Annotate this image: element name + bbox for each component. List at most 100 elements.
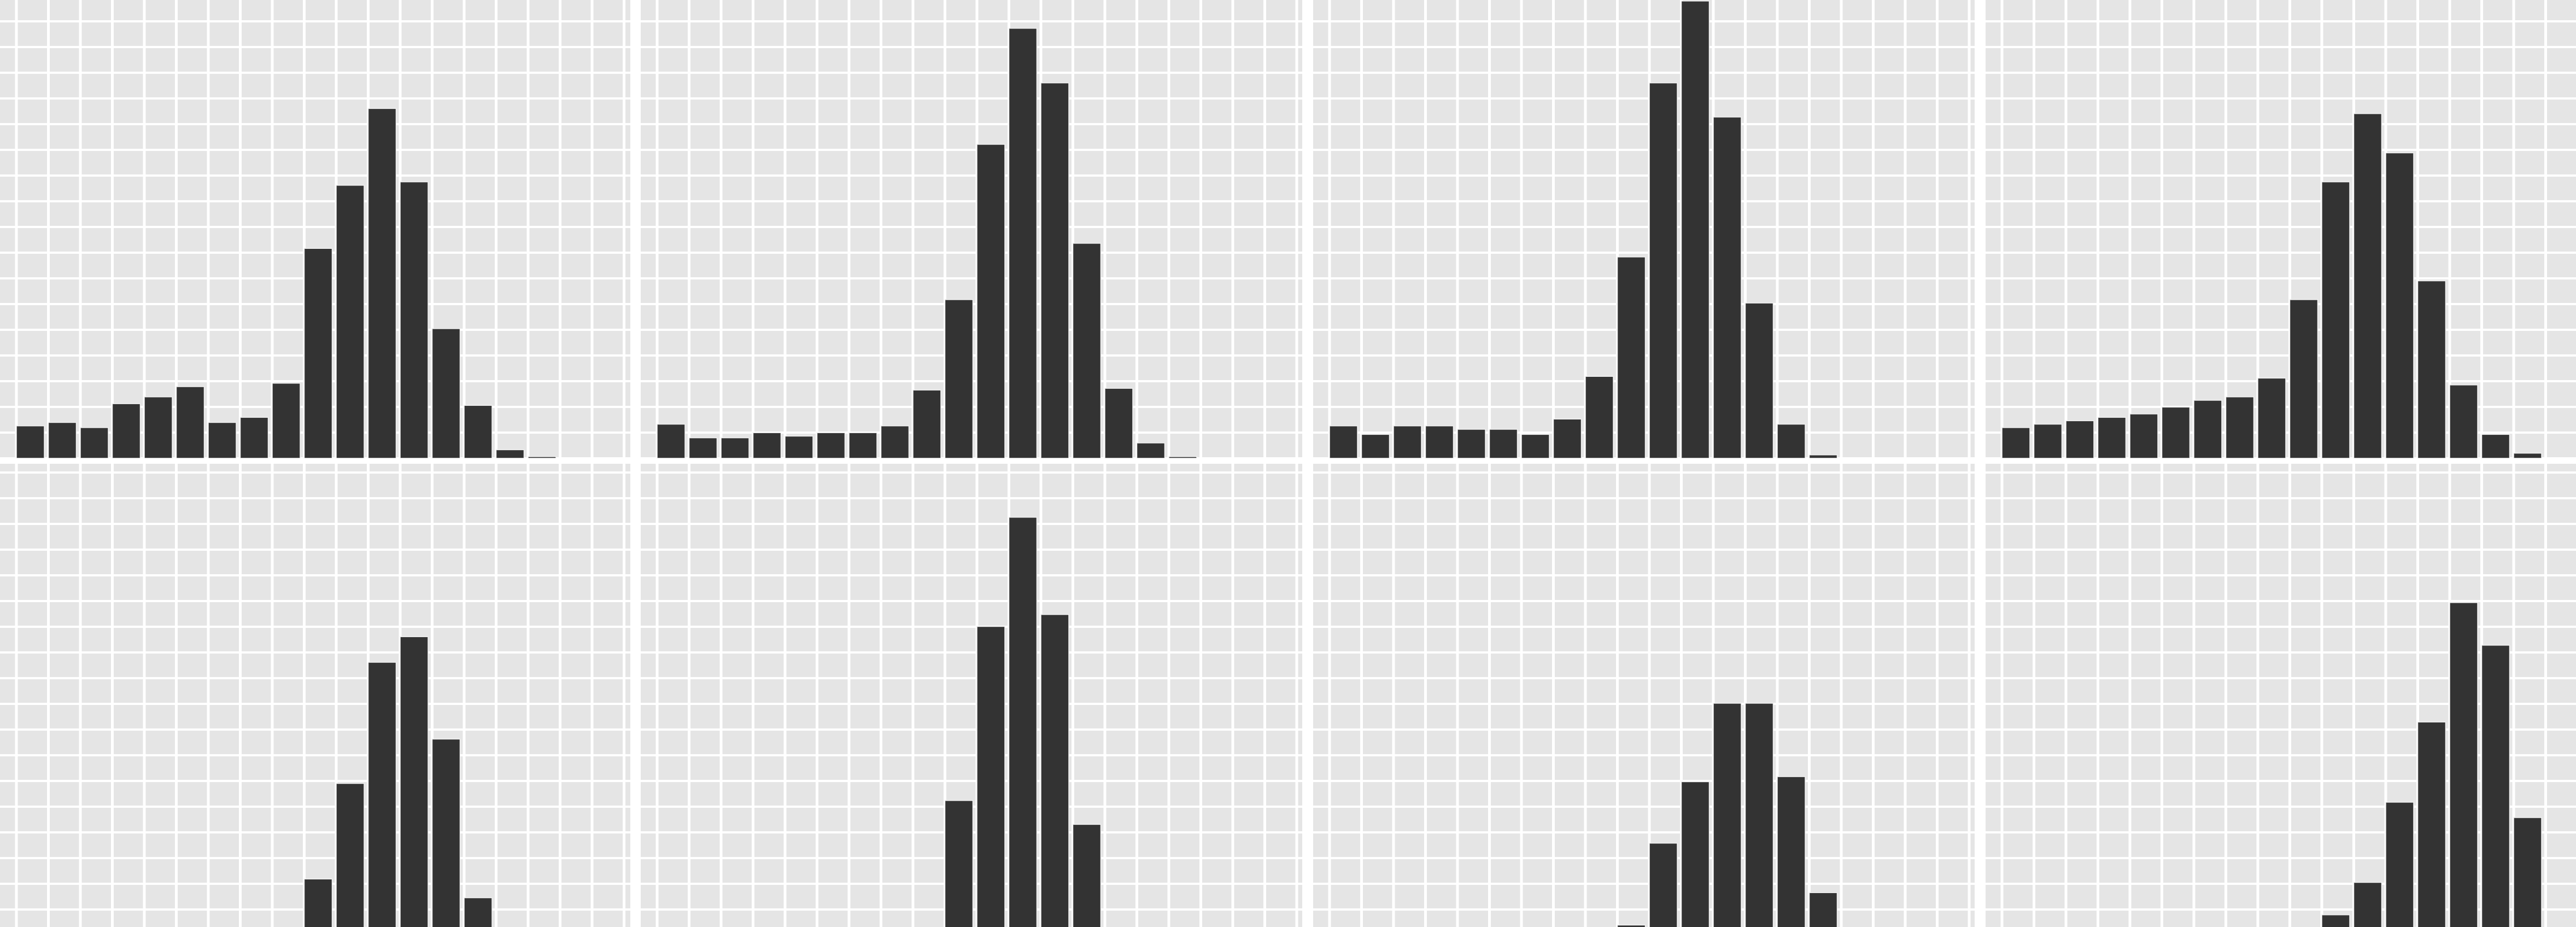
histogram-bar (464, 897, 493, 927)
histogram-bar (431, 738, 461, 927)
histogram-bar (1008, 517, 1038, 927)
histogram-bar (1521, 434, 1550, 458)
histogram-bar (16, 425, 45, 458)
histogram-bar (303, 248, 333, 458)
histogram-bar (976, 626, 1005, 927)
histogram-bar (400, 636, 429, 927)
histogram-bar (912, 389, 941, 458)
histogram-bar (1393, 425, 1422, 458)
histogram-bar (175, 386, 205, 458)
histogram-bar (1425, 425, 1454, 458)
histogram-bar (2353, 882, 2382, 927)
histogram-bar (2513, 817, 2542, 927)
histogram-panel-4 (1986, 0, 2576, 458)
histogram-bar (1713, 116, 1742, 458)
histogram-bar (2417, 280, 2446, 458)
histogram-bar (1329, 425, 1358, 458)
histogram-bar (2225, 396, 2255, 458)
histogram-bar (2001, 427, 2030, 458)
histogram-bar (2161, 406, 2191, 458)
histogram-bar (2033, 423, 2063, 458)
histogram-bar (2097, 417, 2127, 458)
histogram-bar (1713, 703, 1742, 927)
histogram-bar (1649, 842, 1678, 927)
histogram-bar (657, 423, 686, 458)
histogram-panel-2 (641, 0, 1302, 458)
histogram-bar (944, 800, 974, 927)
histogram-bar (721, 437, 750, 458)
histogram-bar (2129, 413, 2158, 458)
histogram-bar (1777, 776, 1806, 927)
histogram-bar (144, 396, 173, 458)
histogram-bar (1040, 614, 1069, 927)
histogram-panel-3 (1313, 0, 1975, 458)
histogram-bar (272, 382, 301, 458)
histogram-bar (2385, 802, 2414, 927)
histogram-bar (2385, 152, 2414, 458)
histogram-bar (1744, 703, 1774, 927)
histogram-bar (239, 417, 269, 458)
histogram-bar (431, 328, 461, 458)
histogram-bar (1489, 429, 1518, 458)
histogram-bar (1649, 82, 1678, 458)
histogram-bar (2289, 299, 2319, 458)
histogram-bar (80, 427, 109, 458)
histogram-bar (1072, 824, 1102, 927)
histogram-bar (1777, 423, 1806, 458)
histogram-bar (880, 425, 910, 458)
histogram-bar (495, 449, 525, 458)
histogram-bar (48, 422, 77, 458)
histogram-bar (1361, 434, 1390, 458)
histogram-bar (1072, 243, 1102, 458)
histogram-bar (2449, 384, 2478, 458)
histogram-panel-8 (1986, 464, 2576, 927)
histogram-bar (816, 432, 846, 458)
histogram-bar (1585, 376, 1614, 458)
histogram-bar (752, 432, 782, 458)
histogram-bar (112, 403, 141, 458)
histogram-bar (208, 422, 237, 458)
histogram-bar (1104, 388, 1133, 458)
histogram-bar (303, 878, 333, 927)
histogram-bar (2065, 420, 2094, 458)
panel-background (0, 464, 630, 927)
histogram-bar (2481, 645, 2510, 927)
histogram-bar (1617, 256, 1646, 458)
histogram-bar (688, 437, 718, 458)
histogram-bar (464, 405, 493, 458)
histogram-bar (2513, 452, 2542, 458)
histogram-panel-6 (641, 464, 1302, 927)
histogram-bar (976, 144, 1005, 458)
panel-gridlines (641, 0, 1302, 458)
histogram-bar (400, 181, 429, 458)
panel-background (1313, 464, 1975, 927)
histogram-bar (1808, 892, 1838, 927)
histogram-bar (2417, 721, 2446, 927)
histogram-bar (1040, 82, 1069, 458)
histogram-bar (2321, 181, 2350, 458)
histogram-bar (367, 108, 397, 458)
histogram-bar (2193, 400, 2222, 458)
histogram-bar (784, 435, 813, 458)
histogram-panel-7 (1313, 464, 1975, 927)
histogram-bar (2481, 434, 2510, 458)
histogram-bar (1457, 429, 1486, 458)
histogram-bar (1617, 924, 1646, 927)
histogram-bar (367, 662, 397, 927)
histogram-bar (1553, 418, 1582, 458)
histogram-bar (1136, 442, 1166, 458)
histogram-bar (336, 783, 365, 927)
histogram-bar (528, 456, 557, 458)
histogram-bar (2449, 602, 2478, 927)
histogram-bar (336, 185, 365, 458)
histogram-bar (848, 432, 877, 458)
histogram-bar (944, 299, 974, 458)
histogram-bar (1681, 1, 1710, 458)
histogram-bar (1681, 781, 1710, 927)
histogram-bar (1808, 454, 1838, 458)
histogram-panel-1 (0, 0, 630, 458)
histogram-bar (1008, 28, 1038, 458)
histogram-panel-5 (0, 464, 630, 927)
histogram-bar (2321, 914, 2350, 927)
